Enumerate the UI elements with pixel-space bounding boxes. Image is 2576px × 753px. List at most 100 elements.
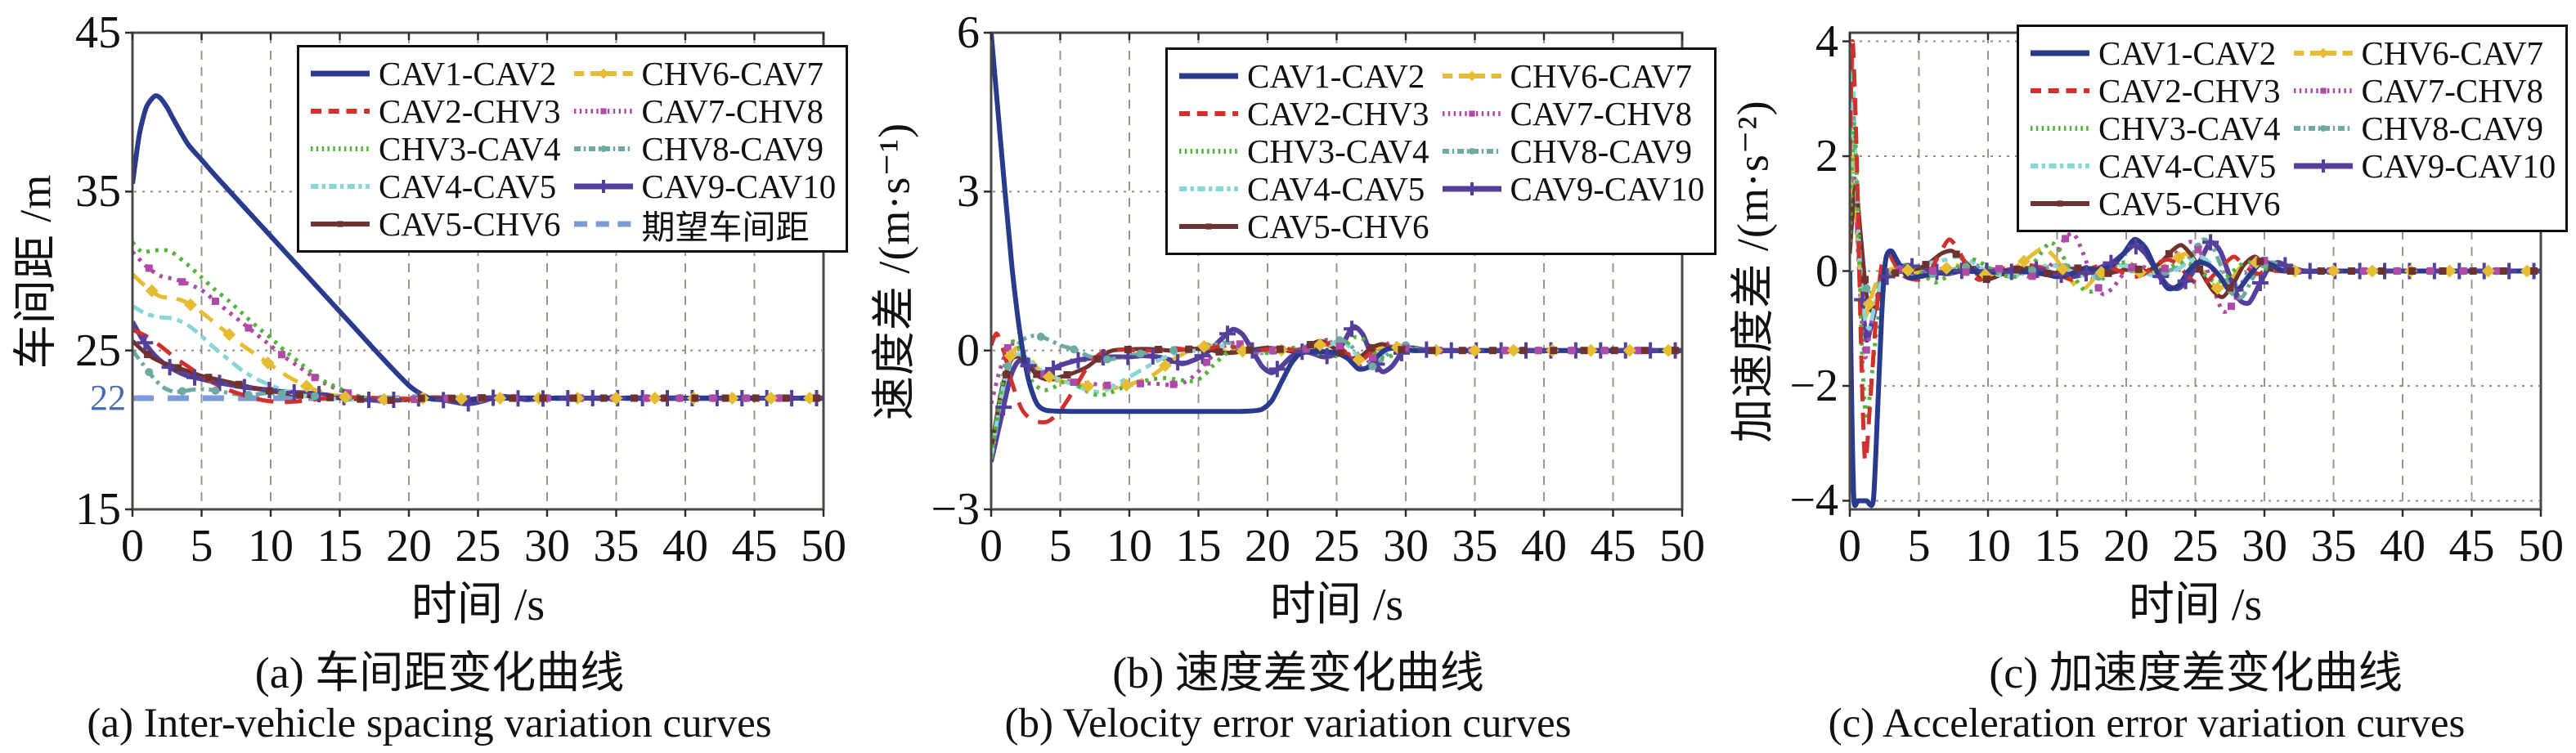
marker-square	[411, 396, 419, 404]
legend-item-CAV4-CAV5: CAV4-CAV5	[309, 168, 561, 205]
y-tick-label-b-3: 3	[957, 166, 980, 217]
y-tick-label-a-45: 45	[75, 7, 121, 58]
marker-plus	[186, 369, 204, 386]
marker-square	[1458, 347, 1466, 355]
x-tick-label-c-45: 45	[2448, 521, 2495, 571]
legend-label-CAV2-CHV3: CAV2-CHV3	[1247, 95, 1429, 132]
legend-item-CAV9-CAV10: CAV9-CAV10	[572, 168, 836, 205]
marker-plus	[1169, 354, 1187, 371]
legend-label-CAV7-CHV8: CAV7-CHV8	[2361, 72, 2544, 110]
marker-circle	[1368, 362, 1377, 371]
y-tick-label-c-2: 2	[1815, 131, 1838, 182]
marker-square	[2378, 267, 2386, 275]
marker-square	[509, 394, 517, 402]
marker-square	[178, 278, 186, 286]
legend-swatch-CAV4-CAV5	[311, 184, 370, 189]
x-tick-label-a-50: 50	[801, 521, 846, 571]
legend-swatch-CHV8-CAV9	[573, 146, 633, 152]
marker-square	[1922, 261, 1930, 269]
marker-square	[1154, 346, 1162, 354]
marker-diamond	[145, 284, 159, 298]
marker-diamond	[1158, 359, 1172, 373]
series-CAV2-CHV3	[1850, 38, 2541, 464]
series-CAV7-CHV8	[132, 250, 824, 402]
spacing-plot-area	[0, 0, 859, 753]
marker-diamond	[609, 391, 623, 405]
marker-square	[1063, 370, 1071, 379]
marker-circle	[599, 146, 607, 152]
marker-diamond	[1622, 343, 1636, 357]
marker-square	[1501, 347, 1510, 355]
marker-diamond	[2481, 264, 2495, 278]
x-tick-label-b-40: 40	[1521, 521, 1567, 571]
x-tick-label-b-10: 10	[1106, 521, 1152, 571]
marker-diamond	[1862, 297, 1876, 311]
marker-square	[295, 391, 303, 399]
caption-a-zh: (a) 车间距变化曲线	[254, 648, 625, 697]
marker-plus	[2177, 272, 2194, 289]
y-tick-label-a-25: 25	[75, 325, 121, 376]
marker-diamond	[455, 392, 469, 406]
legend-label-CAV5-CHV6: CAV5-CHV6	[2098, 185, 2281, 222]
marker-plus	[1268, 361, 1286, 378]
marker-circle	[145, 368, 154, 377]
x-tick-label-c-0: 0	[1838, 521, 1861, 571]
marker-diamond	[1584, 343, 1598, 357]
marker-circle	[1070, 345, 1079, 354]
marker-square	[2287, 267, 2295, 275]
legend-label-CAV9-CAV10: CAV9-CAV10	[2361, 147, 2556, 185]
legend-label-CAV4-CAV5: CAV4-CAV5	[1247, 170, 1425, 208]
marker-square	[1276, 345, 1284, 353]
marker-diamond	[1003, 349, 1017, 363]
marker-plus	[584, 389, 601, 406]
marker-diamond	[1506, 343, 1520, 357]
marker-diamond	[2318, 47, 2328, 59]
marker-diamond	[1940, 261, 1954, 275]
legend-swatch-CAV4-CAV5	[2031, 164, 2089, 168]
marker-square	[1205, 223, 1212, 230]
marker-square	[326, 393, 334, 401]
marker-square	[1368, 354, 1376, 362]
legend-a: CAV1-CAV2 CAV2-CHV3 CHV3-CAV4 CAV4-CAV5 CAV5…	[297, 45, 849, 253]
marker-square	[2347, 267, 2355, 275]
legend-swatch-CAV9-CAV10	[573, 180, 633, 193]
y-tick-label-b-0: 0	[957, 325, 980, 376]
y-tick-label-a-35: 35	[75, 166, 121, 217]
chart-svg-b	[984, 31, 1684, 517]
marker-diamond	[183, 298, 197, 312]
legend-label-CAV4-CAV5: CAV4-CAV5	[379, 168, 557, 205]
marker-square	[2134, 265, 2143, 273]
marker-plus	[211, 374, 228, 392]
marker-square	[1003, 343, 1012, 352]
marker-diamond	[2017, 254, 2031, 268]
legend-label-CAV2-CHV3: CAV2-CHV3	[2098, 72, 2281, 110]
marker-diamond	[1120, 379, 1133, 392]
marker-square	[1137, 379, 1145, 388]
marker-square	[709, 394, 717, 402]
x-tick-label-a-15: 15	[316, 521, 363, 571]
marker-square	[144, 351, 152, 359]
marker-plus	[1443, 342, 1460, 359]
legend-item-CAV1-CAV2: CAV1-CAV2	[309, 55, 561, 92]
marker-plus	[2277, 257, 2294, 274]
marker-square	[278, 351, 286, 359]
acceleration-x-axis-label: 时间 /s	[2128, 580, 2263, 630]
marker-square	[387, 397, 395, 405]
marker-diamond	[1197, 339, 1211, 353]
marker-square	[1124, 345, 1132, 353]
x-tick-label-c-50: 50	[2518, 521, 2564, 571]
marker-square	[1402, 344, 1410, 352]
marker-square	[1215, 347, 1223, 356]
legend-swatch-CAV5-CHV6	[1179, 223, 1238, 230]
marker-square	[2062, 235, 2070, 243]
legend-swatch-CHV6-CAV7	[2293, 47, 2353, 59]
y-tick-label-c--4: −4	[1789, 475, 1838, 527]
velocity-x-axis-label: 时间 /s	[1269, 580, 1404, 630]
legend-item-CAV9-CAV10: CAV9-CAV10	[2292, 147, 2556, 185]
x-tick-label-b-25: 25	[1313, 521, 1360, 571]
chart-panel-spacing: 车间距 /m 时间 /s (a) 车间距变化曲线 (a) Inter-vehic…	[0, 0, 859, 753]
desired-spacing-annotation: 22	[90, 377, 126, 418]
legend-label-CAV7-CHV8: CAV7-CHV8	[641, 92, 824, 130]
legend-item-CAV1-CAV2: CAV1-CAV2	[1178, 57, 1429, 95]
marker-square	[675, 394, 684, 402]
